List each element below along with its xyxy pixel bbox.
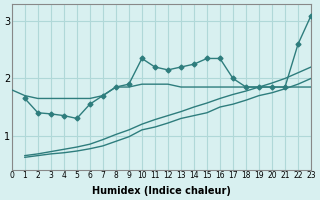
X-axis label: Humidex (Indice chaleur): Humidex (Indice chaleur) <box>92 186 231 196</box>
